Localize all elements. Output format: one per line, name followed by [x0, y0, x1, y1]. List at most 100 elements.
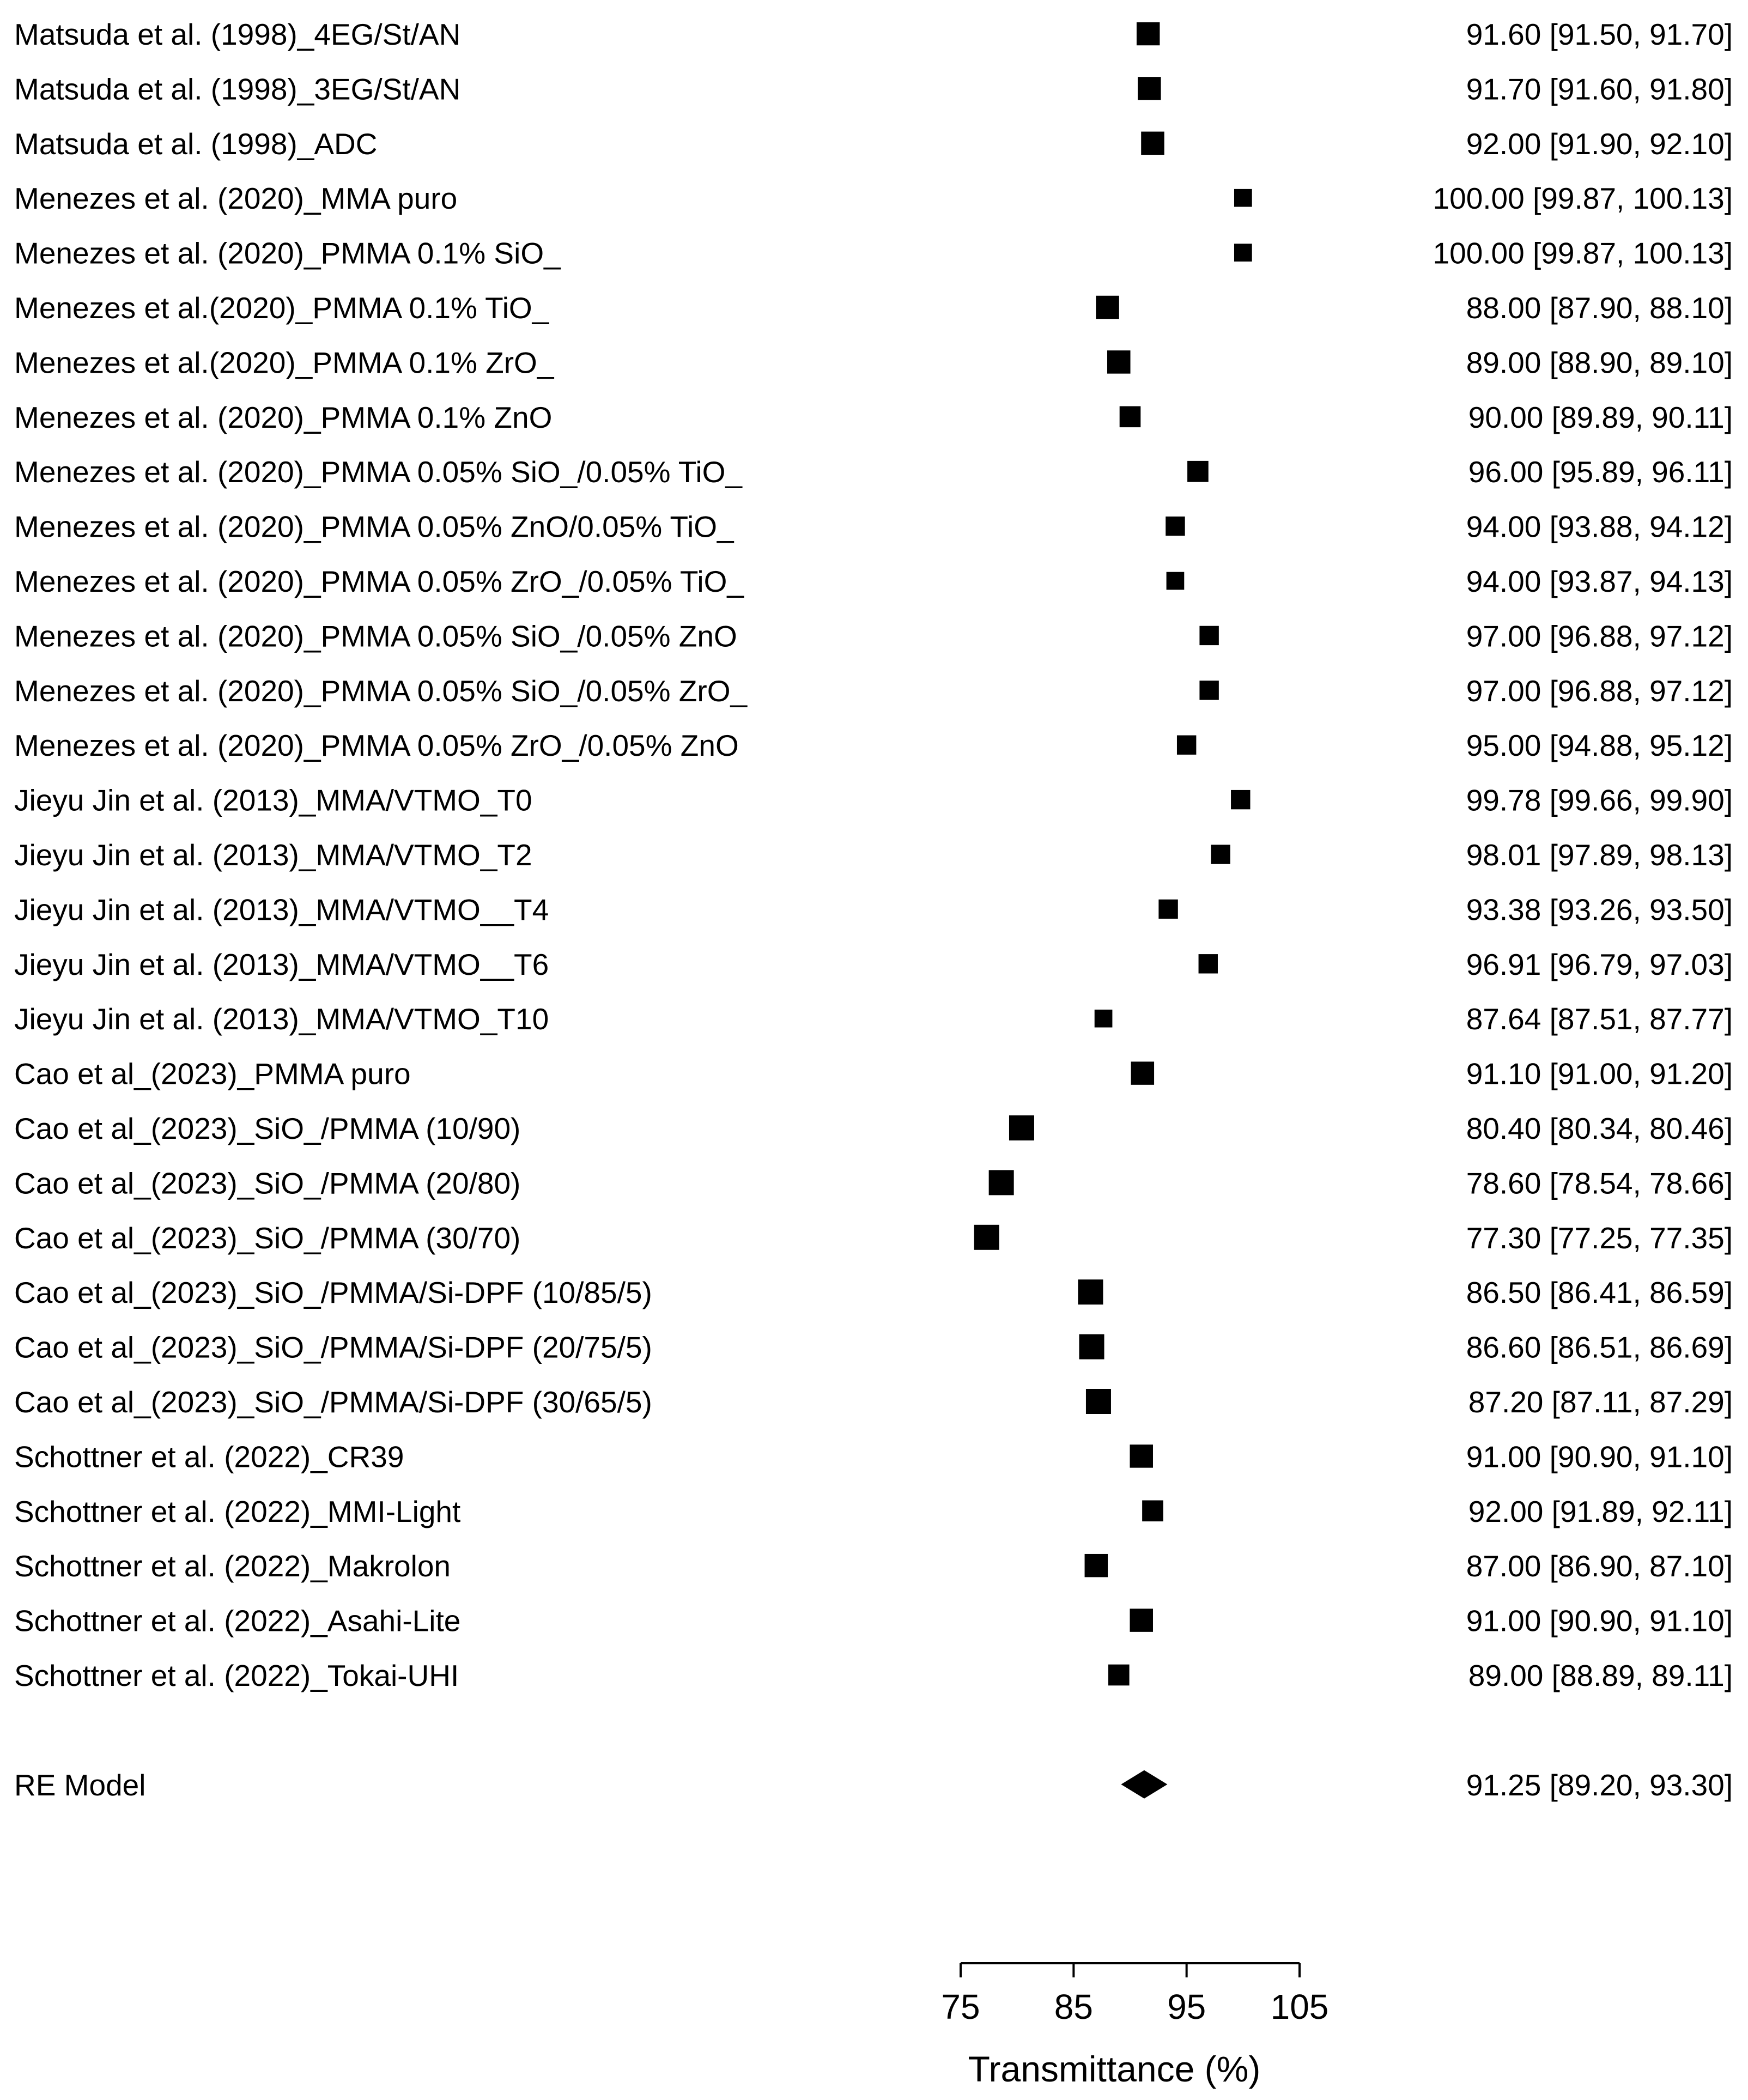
point-estimate-marker: [1137, 77, 1161, 100]
study-label: Menezes et al. (2020)_PMMA 0.05% ZnO/0.0…: [14, 510, 735, 544]
study-label: Schottner et al. (2022)_MMI-Light: [14, 1495, 460, 1528]
point-estimate-marker: [1158, 899, 1178, 919]
study-row: Menezes et al. (2020)_PMMA 0.05% ZrO_/0.…: [14, 565, 1733, 598]
ci-value-label: 97.00 [96.88, 97.12]: [1466, 619, 1733, 653]
ci-value-label: 93.38 [93.26, 93.50]: [1466, 893, 1733, 926]
point-estimate-marker: [1166, 572, 1185, 590]
point-estimate-marker: [1130, 1444, 1153, 1468]
summary-label: RE Model: [14, 1768, 145, 1802]
ci-value-label: 92.00 [91.89, 92.11]: [1468, 1495, 1733, 1528]
x-tick-label: 105: [1271, 1987, 1329, 2026]
point-estimate-marker: [1084, 1553, 1108, 1577]
x-axis-title: Transmittance (%): [968, 2049, 1261, 2089]
x-tick-label: 85: [1054, 1987, 1093, 2026]
study-row: Cao et al_(2023)_SiO_/PMMA/Si-DPF (20/75…: [14, 1331, 1733, 1364]
point-estimate-marker: [1009, 1115, 1034, 1140]
ci-value-label: 80.40 [80.34, 80.46]: [1466, 1112, 1733, 1145]
point-estimate-marker: [974, 1224, 999, 1250]
ci-value-label: 78.60 [78.54, 78.66]: [1466, 1166, 1733, 1200]
study-row: Menezes et al. (2020)_PMMA 0.1% ZnO 90.00…: [14, 400, 1733, 434]
study-label: Schottner et al. (2022)_Makrolon: [14, 1549, 451, 1583]
ci-value-label: 97.00 [96.88, 97.12]: [1466, 674, 1733, 708]
point-estimate-marker: [988, 1170, 1014, 1195]
study-label: Jieyu Jin et al. (2013)_MMA/VTMO_T10: [14, 1002, 549, 1036]
study-row: Schottner et al. (2022)_Tokai-UHI 89.00 […: [14, 1659, 1733, 1692]
summary-ci-label: 91.25 [89.20, 93.30]: [1466, 1768, 1733, 1802]
study-row: Matsuda et al. (1998)_3EG/St/AN 91.70 [91…: [14, 72, 1733, 106]
x-tick-label: 75: [941, 1987, 980, 2026]
study-label: Menezes et al. (2020)_PMMA 0.05% ZrO_/0.…: [14, 729, 739, 762]
point-estimate-marker: [1136, 22, 1160, 46]
ci-value-label: 87.00 [86.90, 87.10]: [1466, 1549, 1733, 1583]
study-label: Cao et al_(2023)_SiO_/PMMA/Si-DPF (30/65…: [14, 1385, 652, 1419]
ci-value-label: 77.30 [77.25, 77.35]: [1466, 1221, 1733, 1255]
study-rows: Matsuda et al. (1998)_4EG/St/AN 91.60 [91…: [14, 17, 1733, 1692]
study-row: Menezes et al. (2020)_PMMA 0.1% SiO_ 100.…: [14, 236, 1733, 270]
study-label: Menezes et al. (2020)_PMMA 0.1% SiO_: [14, 236, 561, 270]
study-label: Schottner et al. (2022)_CR39: [14, 1440, 404, 1473]
study-label: Menezes et al. (2020)_PMMA 0.05% ZrO_/0.…: [14, 565, 744, 598]
study-row: Cao et al_(2023)_SiO_/PMMA (20/80) 78.60 …: [14, 1166, 1733, 1200]
ci-value-label: 96.91 [96.79, 97.03]: [1466, 948, 1733, 981]
ci-value-label: 94.00 [93.88, 94.12]: [1466, 510, 1733, 544]
point-estimate-marker: [1211, 845, 1230, 864]
point-estimate-marker: [1198, 954, 1218, 974]
point-estimate-marker: [1234, 189, 1252, 207]
study-row: Jieyu Jin et al. (2013)_MMA/VTMO_T10 87.6…: [14, 1002, 1733, 1036]
study-label: Jieyu Jin et al. (2013)_MMA/VTMO__T4: [14, 893, 549, 926]
point-estimate-marker: [1107, 350, 1131, 374]
study-label: Jieyu Jin et al. (2013)_MMA/VTMO_T0: [14, 784, 532, 817]
study-label: Matsuda et al. (1998)_3EG/St/AN: [14, 72, 460, 106]
ci-value-label: 88.00 [87.90, 88.10]: [1466, 291, 1733, 325]
study-label: Jieyu Jin et al. (2013)_MMA/VTMO__T6: [14, 948, 549, 981]
ci-value-label: 99.78 [99.66, 99.90]: [1466, 784, 1733, 817]
ci-value-label: 94.00 [93.87, 94.13]: [1466, 565, 1733, 598]
study-row: Menezes et al. (2020)_MMA puro 100.00 [99…: [14, 181, 1733, 215]
x-tick-label: 95: [1167, 1987, 1206, 2026]
study-row: Schottner et al. (2022)_Makrolon 87.00 [8…: [14, 1549, 1733, 1583]
study-row: Menezes et al.(2020)_PMMA 0.1% TiO_ 88.00…: [14, 291, 1733, 325]
point-estimate-marker: [1085, 1389, 1111, 1414]
study-label: Menezes et al.(2020)_PMMA 0.1% ZrO_: [14, 345, 555, 379]
study-label: Cao et al_(2023)_SiO_/PMMA (10/90): [14, 1112, 520, 1145]
study-label: Jieyu Jin et al. (2013)_MMA/VTMO_T2: [14, 838, 532, 872]
point-estimate-marker: [1096, 295, 1119, 319]
study-row: Cao et al_(2023)_SiO_/PMMA/Si-DPF (10/85…: [14, 1276, 1733, 1309]
study-row: Schottner et al. (2022)_MMI-Light 92.00 […: [14, 1495, 1733, 1528]
ci-value-label: 86.50 [86.41, 86.59]: [1466, 1276, 1733, 1309]
x-axis: 75 85 95 105: [941, 1962, 1329, 2026]
point-estimate-marker: [1079, 1334, 1104, 1359]
study-row: Menezes et al.(2020)_PMMA 0.1% ZrO_ 89.00…: [14, 345, 1733, 379]
study-row: Cao et al_(2023)_SiO_/PMMA (30/70) 77.30 …: [14, 1221, 1733, 1255]
study-label: Matsuda et al. (1998)_4EG/St/AN: [14, 17, 460, 51]
study-row: Menezes et al. (2020)_PMMA 0.05% SiO_/0.…: [14, 619, 1733, 653]
point-estimate-marker: [1131, 1061, 1155, 1085]
study-label: Cao et al_(2023)_SiO_/PMMA (20/80): [14, 1166, 520, 1200]
ci-value-label: 91.10 [91.00, 91.20]: [1466, 1057, 1733, 1091]
ci-value-label: 96.00 [95.89, 96.11]: [1468, 455, 1733, 489]
study-row: Schottner et al. (2022)_CR39 91.00 [90.90…: [14, 1440, 1733, 1473]
study-label: Matsuda et al. (1998)_ADC: [14, 127, 377, 161]
point-estimate-marker: [1199, 681, 1219, 700]
ci-value-label: 86.60 [86.51, 86.69]: [1466, 1331, 1733, 1364]
summary-row: RE Model 91.25 [89.20, 93.30]: [14, 1768, 1733, 1802]
ci-value-label: 89.00 [88.90, 89.10]: [1466, 345, 1733, 379]
ci-value-label: 87.20 [87.11, 87.29]: [1468, 1385, 1733, 1419]
study-label: Menezes et al. (2020)_MMA puro: [14, 181, 457, 215]
study-row: Menezes et al. (2020)_PMMA 0.05% SiO_/0.…: [14, 455, 1733, 489]
ci-value-label: 98.01 [97.89, 98.13]: [1466, 838, 1733, 872]
study-row: Matsuda et al. (1998)_ADC 92.00 [91.90, 9…: [14, 127, 1733, 161]
point-estimate-marker: [1142, 1500, 1163, 1522]
study-row: Cao et al_(2023)_SiO_/PMMA/Si-DPF (30/65…: [14, 1385, 1733, 1419]
study-row: Jieyu Jin et al. (2013)_MMA/VTMO__T6 96.9…: [14, 948, 1733, 981]
ci-value-label: 89.00 [88.89, 89.11]: [1468, 1659, 1733, 1692]
study-label: Cao et al_(2023)_SiO_/PMMA/Si-DPF (20/75…: [14, 1331, 652, 1364]
study-row: Matsuda et al. (1998)_4EG/St/AN 91.60 [91…: [14, 17, 1733, 51]
study-label: Cao et al_(2023)_SiO_/PMMA (30/70): [14, 1221, 520, 1255]
ci-value-label: 100.00 [99.87, 100.13]: [1433, 236, 1733, 270]
study-row: Menezes et al. (2020)_PMMA 0.05% ZnO/0.0…: [14, 510, 1733, 544]
point-estimate-marker: [1176, 735, 1197, 755]
study-label: Menezes et al.(2020)_PMMA 0.1% TiO_: [14, 291, 550, 325]
study-label: Menezes et al. (2020)_PMMA 0.05% SiO_/0.…: [14, 674, 748, 708]
